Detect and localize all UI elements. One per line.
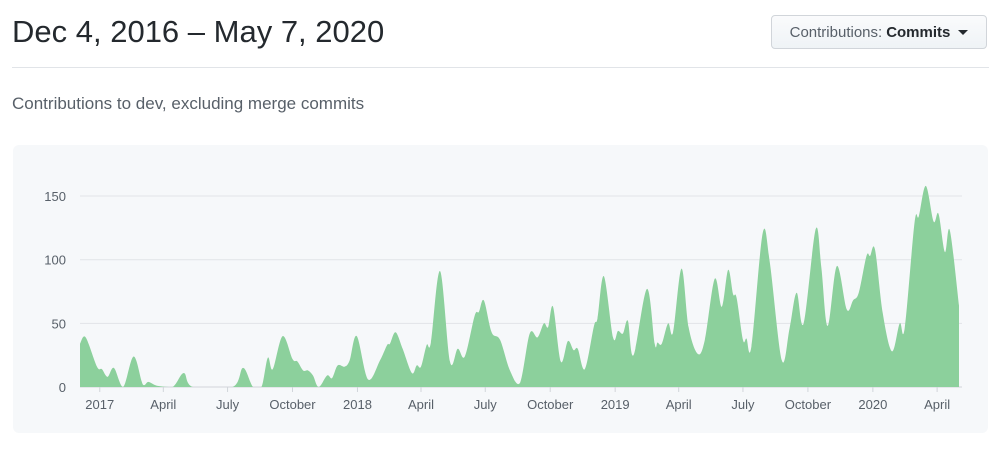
- caret-down-icon: [958, 29, 969, 35]
- x-tick-label: October: [785, 397, 832, 412]
- x-tick-label: 2018: [343, 397, 372, 412]
- x-tick-label: April: [666, 397, 692, 412]
- commits-area: [80, 185, 959, 387]
- page-title: Dec 4, 2016 – May 7, 2020: [12, 14, 385, 49]
- x-tick-label: 2019: [601, 397, 630, 412]
- y-tick-label: 0: [59, 380, 66, 395]
- x-tick-label: October: [527, 397, 574, 412]
- y-tick-label: 50: [52, 316, 66, 331]
- x-tick-label: October: [269, 397, 316, 412]
- y-tick-label: 150: [44, 189, 66, 204]
- x-tick-label: July: [731, 397, 755, 412]
- divider: [12, 67, 989, 68]
- y-tick-label: 100: [44, 253, 66, 268]
- x-tick-label: July: [474, 397, 498, 412]
- dropdown-prefix: Contributions:: [789, 23, 883, 41]
- dropdown-value: Commits: [886, 23, 951, 41]
- chart-subtitle: Contributions to dev, excluding merge co…: [12, 94, 365, 113]
- x-tick-label: July: [216, 397, 240, 412]
- x-tick-label: 2017: [85, 397, 114, 412]
- x-tick-label: 2020: [858, 397, 887, 412]
- x-tick-label: April: [924, 397, 950, 412]
- x-tick-label: April: [408, 397, 434, 412]
- contributions-type-dropdown[interactable]: Contributions: Commits: [771, 15, 987, 49]
- x-tick-label: April: [150, 397, 176, 412]
